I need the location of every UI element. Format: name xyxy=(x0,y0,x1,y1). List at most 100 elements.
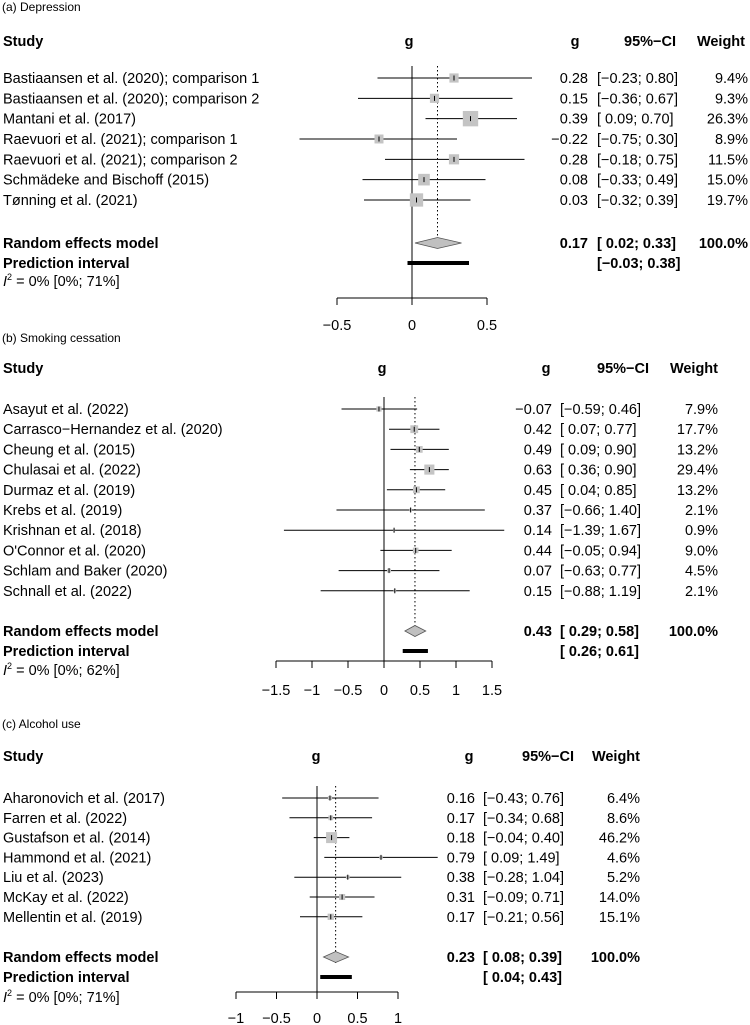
weight-value: 15.0% xyxy=(707,173,748,189)
forest-panel-0: (a) Depression Study g g 95%−CI Weight Bastiaa… xyxy=(2,0,748,334)
pooled-ci: [ 0.29; 0.58] xyxy=(560,624,639,640)
weight-value: 6.4% xyxy=(607,791,640,807)
g-value: 0.28 xyxy=(560,152,588,168)
study-label: Farren et al. (2022) xyxy=(3,811,127,827)
weight-value: 46.2% xyxy=(599,831,640,847)
study-label: Hammond et al. (2021) xyxy=(3,850,151,866)
heterogeneity-text: = 0% [0%; 71%] xyxy=(12,274,120,290)
ci-value: [−1.39; 1.67] xyxy=(560,523,641,539)
ci-value: [−0.21; 0.56] xyxy=(483,910,564,926)
prediction-label: Prediction interval xyxy=(3,256,130,272)
pooled-g: 0.17 xyxy=(560,236,588,252)
header-study: Study xyxy=(3,34,43,50)
header-study: Study xyxy=(3,361,43,377)
pooled-ci: [ 0.02; 0.33] xyxy=(597,236,676,252)
prediction-ci: [ 0.26; 0.61] xyxy=(560,644,639,660)
study-label: O'Connor et al. (2020) xyxy=(3,543,146,559)
g-value: 0.63 xyxy=(524,463,552,479)
study-label: Asayut et al. (2022) xyxy=(3,402,129,418)
ci-value: [ 0.09; 0.90] xyxy=(560,442,637,458)
pooled-label: Random effects model xyxy=(3,236,159,252)
weight-value: 8.9% xyxy=(715,132,748,148)
study-label: McKay et al. (2022) xyxy=(3,890,129,906)
ci-value: [−0.23; 0.80] xyxy=(597,71,678,87)
g-value: 0.37 xyxy=(524,503,552,519)
weight-value: 5.2% xyxy=(607,870,640,886)
prediction-bar xyxy=(402,649,428,653)
study-label: Schlam and Baker (2020) xyxy=(3,564,167,580)
study-label: Gustafson et al. (2014) xyxy=(3,831,151,847)
study-label: Schnall et al. (2022) xyxy=(3,584,132,600)
study-label: Schmädeke and Bischoff (2015) xyxy=(3,173,209,189)
x-tick-label: 1.5 xyxy=(482,683,502,699)
g-value: 0.07 xyxy=(524,564,552,580)
prediction-label: Prediction interval xyxy=(3,970,130,986)
weight-value: 9.4% xyxy=(715,71,748,87)
pooled-label: Random effects model xyxy=(3,624,159,640)
ci-value: [−0.05; 0.94] xyxy=(560,543,641,559)
weight-value: 7.9% xyxy=(685,402,718,418)
x-tick-label: 0 xyxy=(313,1011,321,1025)
forest-panel-2: (c) Alcohol use Study g g 95%−CI Weight Aharon… xyxy=(2,717,640,1025)
g-value: −0.22 xyxy=(551,132,588,148)
study-label: Krishnan et al. (2018) xyxy=(3,523,142,539)
study-label: Krebs et al. (2019) xyxy=(3,503,122,519)
panel-title: (c) Alcohol use xyxy=(2,717,81,731)
heterogeneity-stat: I2 = 0% [0%; 71%] xyxy=(3,988,120,1006)
x-tick-label: 0.5 xyxy=(477,318,497,334)
g-value: 0.08 xyxy=(560,173,588,189)
header-study: Study xyxy=(3,749,43,765)
weight-value: 11.5% xyxy=(708,152,748,168)
x-tick-label: 0.5 xyxy=(410,683,430,699)
header-ci: 95%−CI xyxy=(597,361,649,377)
g-value: 0.45 xyxy=(524,483,552,499)
x-tick-label: 0 xyxy=(380,683,388,699)
weight-value: 17.7% xyxy=(677,422,718,438)
header-g-plot: g xyxy=(405,34,414,50)
study-label: Carrasco−Hernandez et al. (2020) xyxy=(3,422,223,438)
heterogeneity-sup: 2 xyxy=(7,988,12,998)
header-g: g xyxy=(542,361,551,377)
weight-value: 4.5% xyxy=(685,564,718,580)
header-g: g xyxy=(571,34,580,50)
header-ci: 95%−CI xyxy=(522,749,574,765)
heterogeneity-text: = 0% [0%; 71%] xyxy=(12,990,120,1006)
weight-value: 2.1% xyxy=(685,503,718,519)
heterogeneity-symbol: I xyxy=(3,990,7,1006)
study-label: Bastiaansen et al. (2020); comparison 2 xyxy=(3,91,259,107)
g-value: 0.44 xyxy=(524,543,552,559)
pooled-weight: 100.0% xyxy=(591,950,640,966)
weight-value: 14.0% xyxy=(599,890,640,906)
x-tick-label: 1 xyxy=(452,683,460,699)
g-value: 0.16 xyxy=(447,791,475,807)
prediction-label: Prediction interval xyxy=(3,644,130,660)
ci-value: [ 0.09; 0.70] xyxy=(597,112,674,128)
header-g-plot: g xyxy=(312,749,321,765)
heterogeneity-sup: 2 xyxy=(7,661,12,671)
x-tick-label: −0.5 xyxy=(334,683,363,699)
weight-value: 15.1% xyxy=(599,910,640,926)
x-tick-label: −0.5 xyxy=(262,1011,291,1025)
pooled-g: 0.43 xyxy=(524,624,552,640)
g-value: 0.42 xyxy=(524,422,552,438)
ci-value: [−0.32; 0.39] xyxy=(597,193,678,209)
g-value: 0.49 xyxy=(524,442,552,458)
weight-value: 4.6% xyxy=(607,850,640,866)
header-weight: Weight xyxy=(697,34,745,50)
study-label: Raevuori et al. (2021); comparison 2 xyxy=(3,152,238,168)
header-g: g xyxy=(465,749,474,765)
weight-value: 9.3% xyxy=(715,91,748,107)
ci-value: [−0.88; 1.19] xyxy=(560,584,641,600)
study-label: Cheung et al. (2015) xyxy=(3,442,135,458)
heterogeneity-stat: I2 = 0% [0%; 71%] xyxy=(3,272,120,290)
ci-value: [−0.34; 0.68] xyxy=(483,811,564,827)
study-label: Liu et al. (2023) xyxy=(3,870,104,886)
x-tick-label: 0.5 xyxy=(347,1011,367,1025)
prediction-ci: [ 0.04; 0.43] xyxy=(483,970,562,986)
weight-value: 29.4% xyxy=(677,463,718,479)
weight-value: 26.3% xyxy=(707,112,748,128)
g-value: 0.39 xyxy=(560,112,588,128)
g-value: 0.31 xyxy=(447,890,475,906)
prediction-bar xyxy=(320,975,352,979)
ci-value: [−0.33; 0.49] xyxy=(597,173,678,189)
